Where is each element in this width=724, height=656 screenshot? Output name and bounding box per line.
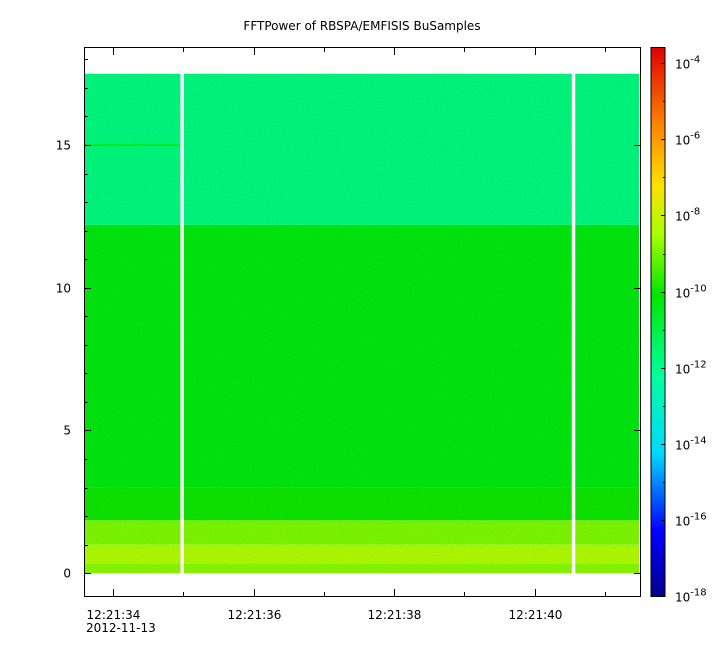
- colorbar-tick-label: 10-12: [675, 360, 707, 377]
- spectrogram-band-0: [85, 563, 639, 574]
- y-tick-label: 10: [56, 282, 71, 296]
- plot-area: [85, 73, 639, 574]
- spectrogram-band-3: [85, 487, 639, 521]
- colorbar-tick-label: 10-8: [675, 207, 700, 224]
- x-tick-label: 12:21:36: [228, 608, 282, 622]
- colorbar-tick-label: 10-4: [675, 55, 700, 72]
- colorbar-tick-label: 10-10: [675, 284, 707, 301]
- colorbar-tick-label: 10-6: [675, 131, 700, 148]
- x-tick-label: 12:21:38: [368, 608, 422, 622]
- spectrogram-band-2: [85, 520, 639, 545]
- colorbar-tick-label: 10-18: [675, 588, 707, 605]
- y-tick-label: 0: [63, 567, 71, 581]
- spectrogram-band-4: [85, 224, 639, 488]
- colorbar-tick-label: 10-16: [675, 512, 707, 529]
- chart-title: FFTPower of RBSPA/EMFISIS BuSamples: [243, 19, 480, 33]
- y-axis: 0 5 10 15: [56, 59, 640, 581]
- spectrogram-band-5: [85, 73, 639, 225]
- x-tick-label: 12:21:34: [87, 608, 141, 622]
- data-gaps: [180, 72, 576, 575]
- x-axis-date-label: 2012-11-13: [86, 621, 156, 635]
- data-gap-0: [180, 72, 184, 575]
- colorbar-axis: 10-4 10-6 10-8 10-10 10-12 10-14 10-16 10-18: [661, 55, 707, 605]
- x-axis: 12:21:34 12:21:36 12:21:38 12:21:40: [87, 48, 606, 622]
- y-tick-label: 5: [63, 424, 71, 438]
- data-gap-1: [571, 72, 576, 575]
- x-tick-label: 12:21:40: [509, 608, 563, 622]
- spectrogram-band-1: [85, 544, 639, 564]
- y-tick-label: 15: [56, 139, 71, 153]
- colorbar-tick-label: 10-14: [675, 436, 707, 453]
- colorbar: [650, 47, 666, 597]
- plot-frame: [84, 47, 641, 597]
